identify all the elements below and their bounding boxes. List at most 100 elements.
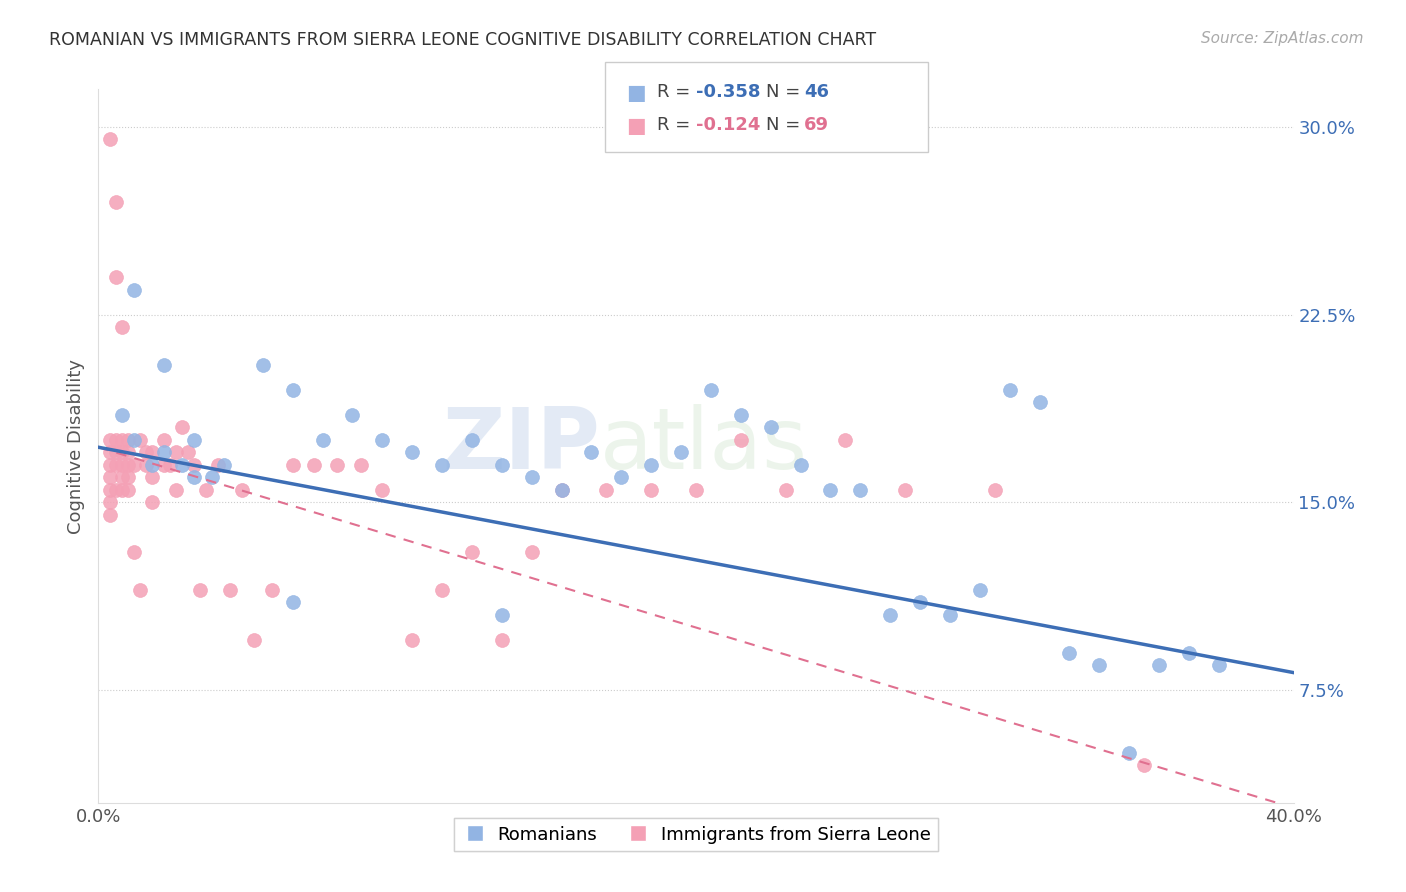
Point	[1147, 658, 1170, 673]
Point	[820, 483, 842, 497]
Point	[124, 545, 146, 559]
Point	[111, 458, 134, 472]
Point	[124, 458, 146, 472]
Text: atlas: atlas	[600, 404, 808, 488]
Point	[98, 495, 122, 509]
Point	[834, 433, 856, 447]
Point	[1133, 758, 1156, 772]
Point	[461, 433, 484, 447]
Point	[105, 194, 128, 209]
Point	[159, 458, 181, 472]
Point	[207, 458, 229, 472]
Point	[183, 433, 205, 447]
Point	[520, 545, 543, 559]
Point	[326, 458, 349, 472]
Text: 46: 46	[804, 83, 830, 101]
Point	[1059, 646, 1081, 660]
Point	[177, 445, 200, 459]
Point	[969, 582, 991, 597]
Point	[98, 445, 122, 459]
Point	[98, 433, 122, 447]
Point	[117, 458, 139, 472]
Point	[730, 408, 752, 422]
Point	[124, 283, 146, 297]
Legend: Romanians, Immigrants from Sierra Leone: Romanians, Immigrants from Sierra Leone	[454, 819, 938, 851]
Point	[219, 582, 242, 597]
Text: ZIP: ZIP	[443, 404, 600, 488]
Point	[669, 445, 692, 459]
Point	[231, 483, 253, 497]
Point	[894, 483, 917, 497]
Point	[908, 595, 931, 609]
Point	[129, 433, 152, 447]
Point	[550, 483, 572, 497]
Point	[302, 458, 325, 472]
Point	[849, 483, 872, 497]
Point	[281, 458, 304, 472]
Point	[111, 433, 134, 447]
Point	[98, 132, 122, 146]
Point	[117, 445, 139, 459]
Point	[117, 433, 139, 447]
Point	[165, 445, 187, 459]
Point	[775, 483, 797, 497]
Point	[401, 445, 423, 459]
Point	[105, 445, 128, 459]
Point	[201, 470, 224, 484]
Point	[111, 408, 134, 422]
Point	[1028, 395, 1050, 409]
Point	[998, 383, 1021, 397]
Point	[595, 483, 617, 497]
Point	[105, 270, 128, 285]
Point	[461, 545, 484, 559]
Point	[129, 582, 152, 597]
Point	[371, 433, 394, 447]
Point	[153, 358, 176, 372]
Point	[135, 445, 157, 459]
Point	[984, 483, 1007, 497]
Point	[98, 470, 122, 484]
Point	[281, 383, 304, 397]
Point	[1178, 646, 1201, 660]
Point	[252, 358, 274, 372]
Point	[135, 458, 157, 472]
Point	[430, 458, 453, 472]
Point	[640, 458, 662, 472]
Point	[124, 433, 146, 447]
Point	[98, 483, 122, 497]
Point	[260, 582, 283, 597]
Point	[141, 470, 163, 484]
Y-axis label: Cognitive Disability: Cognitive Disability	[66, 359, 84, 533]
Point	[153, 445, 176, 459]
Text: 69: 69	[804, 116, 830, 134]
Point	[183, 470, 205, 484]
Point	[243, 633, 266, 648]
Point	[550, 483, 572, 497]
Text: R =: R =	[657, 116, 696, 134]
Point	[172, 458, 194, 472]
Point	[581, 445, 603, 459]
Point	[141, 458, 163, 472]
Point	[105, 458, 128, 472]
Point	[759, 420, 782, 434]
Text: N =: N =	[766, 116, 806, 134]
Point	[640, 483, 662, 497]
Text: Source: ZipAtlas.com: Source: ZipAtlas.com	[1201, 31, 1364, 46]
Point	[212, 458, 235, 472]
Point	[491, 458, 513, 472]
Point	[371, 483, 394, 497]
Point	[183, 458, 205, 472]
Point	[939, 607, 962, 622]
Point	[1118, 746, 1140, 760]
Point	[1208, 658, 1230, 673]
Point	[1088, 658, 1111, 673]
Point	[165, 483, 187, 497]
Text: ■: ■	[626, 116, 645, 136]
Point	[98, 508, 122, 522]
Point	[153, 458, 176, 472]
Point	[342, 408, 364, 422]
Text: -0.358: -0.358	[696, 83, 761, 101]
Point	[730, 433, 752, 447]
Point	[105, 433, 128, 447]
Text: ■: ■	[626, 83, 645, 103]
